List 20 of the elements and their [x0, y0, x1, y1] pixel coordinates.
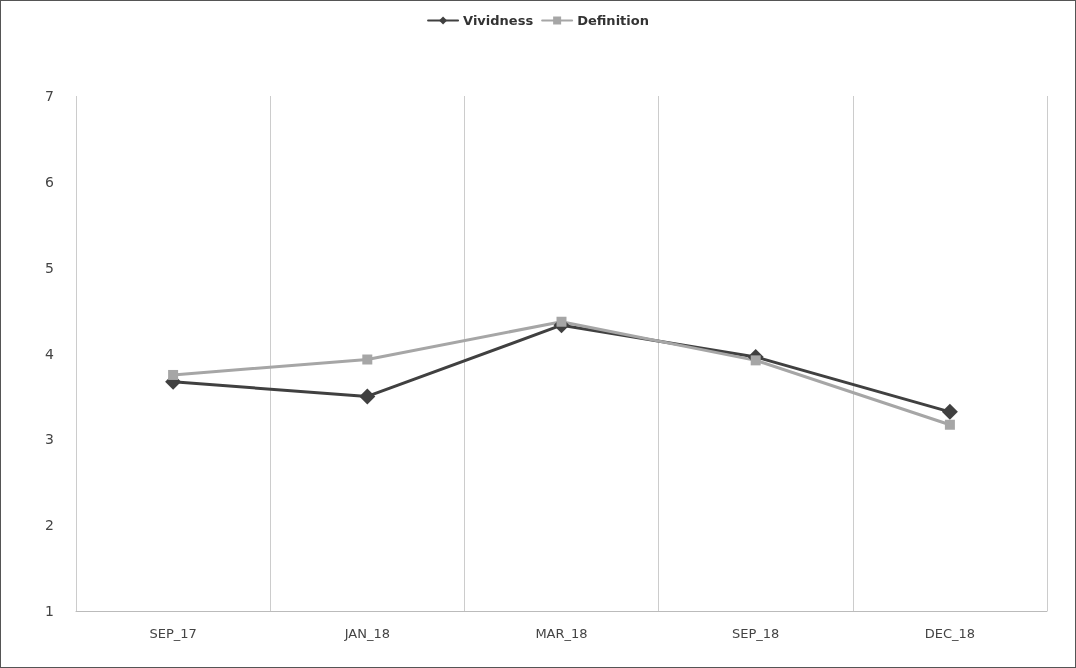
y-tick-label: 3: [45, 431, 54, 448]
y-tick-label: 4: [45, 345, 55, 362]
point: [941, 403, 958, 420]
point: [359, 388, 376, 405]
legend-label: Vividness: [463, 13, 534, 28]
y-tick-label: 6: [45, 173, 55, 190]
y-tick-label: 1: [45, 603, 54, 619]
x-tick-label: JAN_18: [343, 626, 390, 641]
legend-label: Definition: [577, 13, 649, 28]
point: [168, 369, 179, 380]
point: [556, 316, 567, 327]
y-tick-label: 7: [45, 88, 54, 104]
x-tick-label: SEP_17: [149, 626, 197, 641]
x-tick-label: DEC_18: [924, 626, 976, 641]
x-tick-label: MAR_18: [535, 626, 588, 641]
point: [362, 354, 373, 365]
point: [944, 419, 955, 430]
y-tick-label: 5: [45, 259, 54, 276]
y-tick-label: 2: [45, 517, 54, 534]
x-tick-label: SEP_18: [732, 626, 780, 641]
